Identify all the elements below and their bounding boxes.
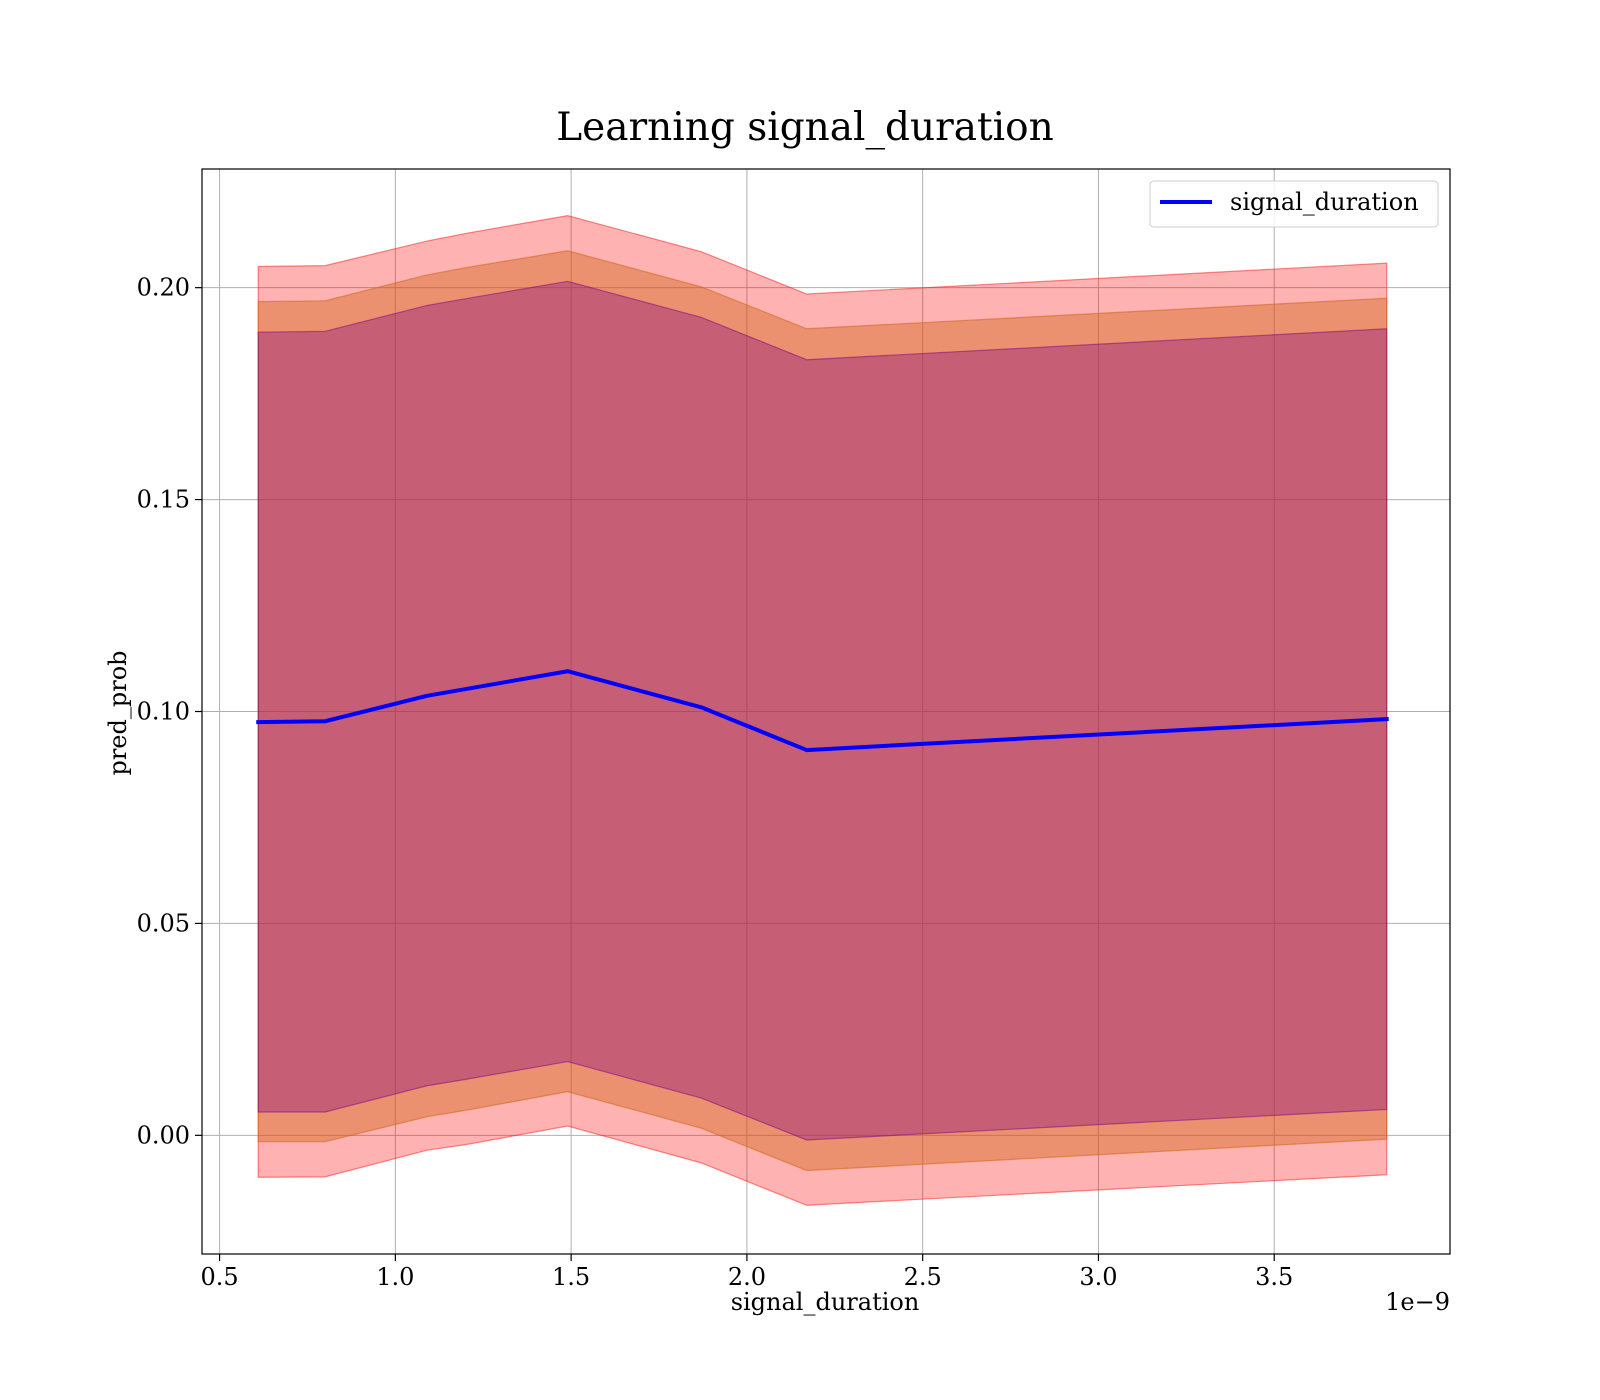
x-tick-label: 3.5 <box>1255 1263 1293 1291</box>
series-line-1 <box>256 669 1389 753</box>
y-tick-label: 0.00 <box>137 1121 190 1149</box>
x-tick-label: 2.5 <box>904 1263 942 1291</box>
x-tick-label: 3.0 <box>1079 1263 1117 1291</box>
axis-ticks: 0.5 1.0 1.5 2.0 2.5 3.0 3.5 0.00 0.05 0.10 0.15 0.2… <box>137 274 1294 1291</box>
x-tick-label: 2.0 <box>728 1263 766 1291</box>
y-tick-label: 0.15 <box>137 486 190 514</box>
confidence-band-3 <box>257 280 1388 1141</box>
confidence-bands <box>257 215 1388 1206</box>
x-tick-label: 0.5 <box>200 1263 238 1291</box>
series-lines <box>256 669 1389 753</box>
grid <box>202 169 1450 1254</box>
legend-label: signal_duration <box>1230 188 1419 216</box>
chart-title: Learning signal_duration <box>556 105 1053 150</box>
confidence-band-1 <box>257 215 1388 1206</box>
confidence-band-2 <box>257 250 1388 1172</box>
x-axis-label: signal_duration <box>731 1288 920 1316</box>
legend-box <box>1149 180 1439 228</box>
y-axis-label: pred_prob <box>104 650 132 775</box>
y-tick-label: 0.10 <box>137 698 190 726</box>
y-tick-label: 0.20 <box>137 274 190 302</box>
legend: signal_duration <box>1149 180 1439 228</box>
x-tick-label: 1.0 <box>376 1263 414 1291</box>
y-tick-label: 0.05 <box>137 909 190 937</box>
x-axis-offset-label: 1e−9 <box>1385 1288 1450 1316</box>
x-tick-label: 1.5 <box>552 1263 590 1291</box>
